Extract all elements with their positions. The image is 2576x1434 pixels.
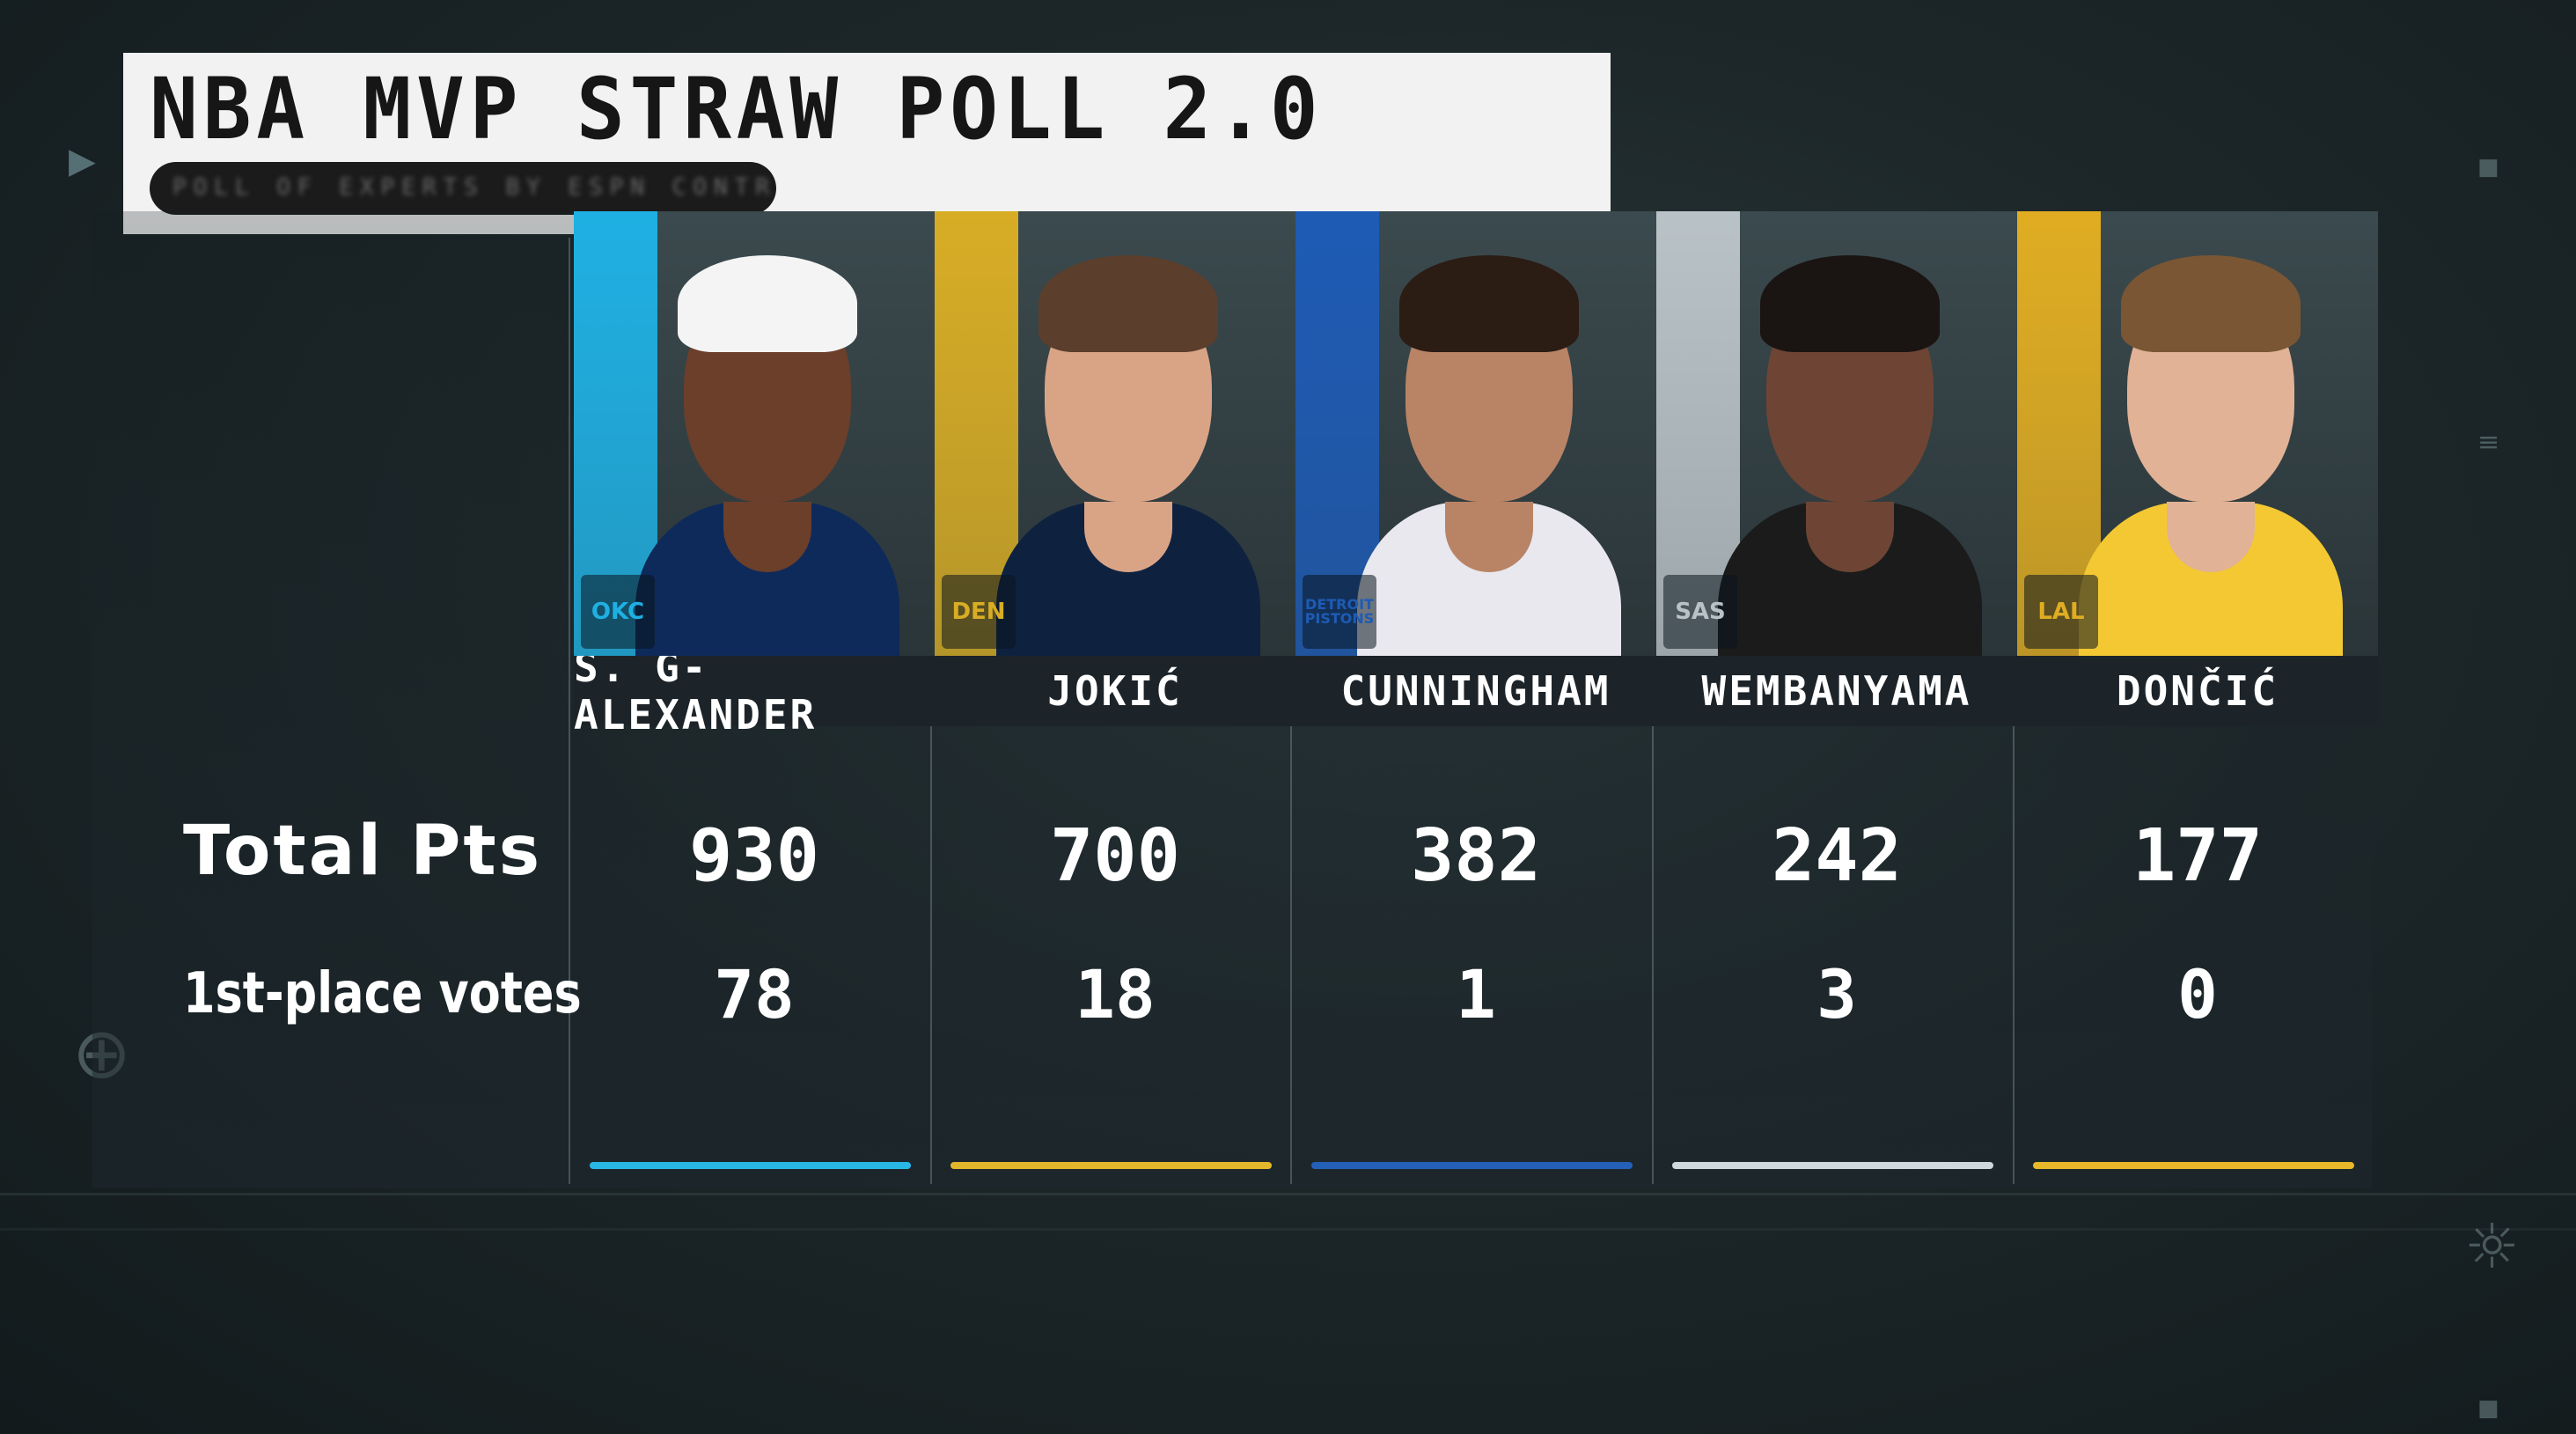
corner-square-icon: ■ [2477,154,2499,180]
row-label-first-place-votes: 1st-place votes [183,961,582,1026]
player-hair [678,255,857,352]
player-photo: SAS [1656,211,2017,656]
compass-icon: ☼ [2464,1210,2520,1283]
player-hair [1038,255,1218,352]
first-place-votes-value: 78 [714,955,795,1033]
corner-lines-icon: ≡ [2477,427,2500,458]
team-logo-icon: DETROIT PISTONS [1303,575,1376,649]
team-accent-bar [950,1162,1272,1169]
first-place-votes-value: 0 [2177,955,2218,1033]
column-divider [569,238,570,1184]
player-column: LAL DONČIĆ [2017,211,2378,726]
first-place-votes-value: 1 [1456,955,1496,1033]
total-pts-value: 242 [1771,814,1903,898]
player-column: DETROIT PISTONS CUNNINGHAM [1295,211,1656,726]
player-name: WEMBANYAMA [1656,656,2017,726]
player-photo: DETROIT PISTONS [1295,211,1656,656]
player-column: DEN JOKIĆ [935,211,1295,726]
player-hair [1399,255,1579,352]
player-photo: LAL [2017,211,2378,656]
background-line [0,1228,2576,1231]
player-neck [2167,502,2255,572]
player-column: OKC S. G-ALEXANDER [574,211,935,739]
redacted-subtitle: POLL OF EXPERTS BY ESPN CONTRIBUTORS [150,162,776,215]
total-pts-value: 700 [1049,814,1181,898]
total-pts-value: 930 [688,814,820,898]
team-logo-icon: OKC [581,575,655,649]
total-pts-value: 382 [1410,814,1542,898]
team-logo-icon: LAL [2024,575,2098,649]
team-accent-bar [590,1162,911,1169]
row-label-total-pts: Total Pts [183,812,543,891]
player-name: JOKIĆ [935,656,1295,726]
player-photo: DEN [935,211,1295,656]
first-place-votes-value: 3 [1816,955,1857,1033]
title-card: NBA MVP STRAW POLL 2.0 POLL OF EXPERTS B… [123,53,1611,234]
player-neck [1445,502,1533,572]
team-logo-icon: DEN [942,575,1016,649]
player-name: CUNNINGHAM [1295,656,1656,726]
player-neck [723,502,811,572]
team-accent-bar [2033,1162,2354,1169]
team-accent-bar [1672,1162,1993,1169]
player-name: DONČIĆ [2017,656,2378,726]
player-neck [1084,502,1172,572]
team-accent-bar [1311,1162,1633,1169]
team-logo-icon: SAS [1663,575,1737,649]
player-hair [2121,255,2301,352]
subtitle-text: POLL OF EXPERTS BY ESPN CONTRIBUTORS [172,174,776,201]
player-column: SAS WEMBANYAMA [1656,211,2017,726]
player-photo: OKC [574,211,935,656]
player-neck [1806,502,1894,572]
total-pts-value: 177 [2132,814,2264,898]
page-title: NBA MVP STRAW POLL 2.0 [150,60,1324,158]
background-line [0,1193,2576,1195]
player-hair [1760,255,1940,352]
corner-square-icon: ■ [2477,1395,2499,1422]
first-place-votes-value: 18 [1075,955,1156,1033]
arrow-marker-icon: ▶ [69,141,96,181]
player-name: S. G-ALEXANDER [574,643,935,739]
